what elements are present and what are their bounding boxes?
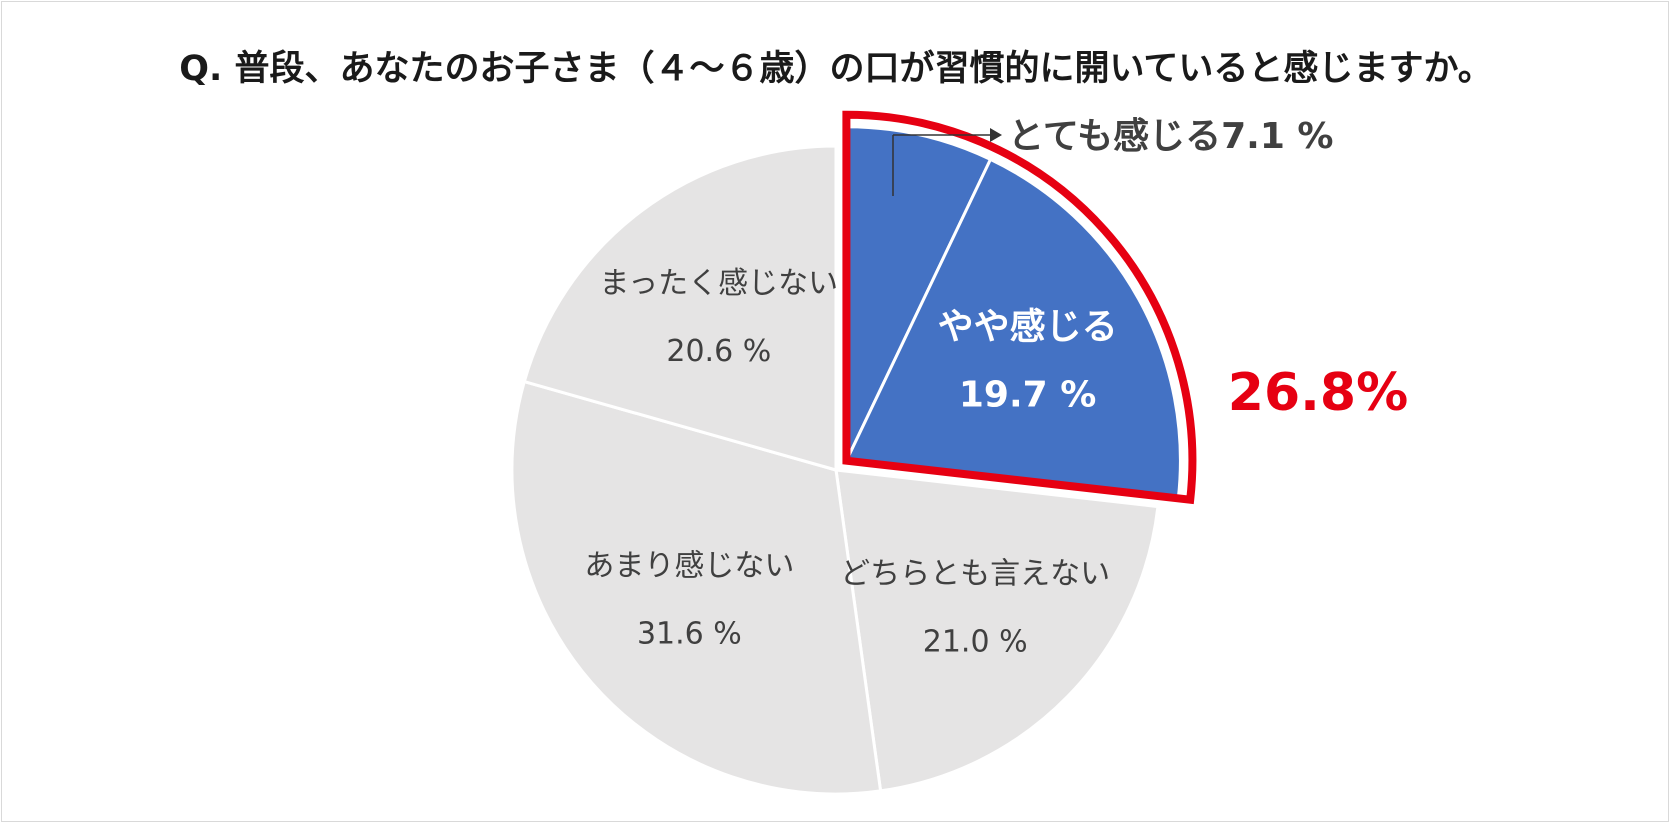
slice-value-2: 21.0 % (923, 625, 1028, 660)
emphasis-total: 26.8% (1228, 363, 1408, 423)
slice-value-3: 31.6 % (637, 617, 742, 652)
leader-arrow-icon (990, 128, 1002, 142)
pie-slice-2 (834, 468, 1160, 793)
chart-title: Q. 普段、あなたのお子さま（４～６歳）の口が習慣的に開いていると感じますか。 (179, 49, 1493, 89)
pie-slice-1 (844, 157, 1182, 501)
pie-slice-4 (522, 144, 838, 472)
slice-value-4: 20.6 % (666, 334, 771, 369)
pie-slice-3 (510, 379, 883, 796)
slice-label-4: まったく感じない (599, 266, 838, 301)
slice-label-1: やや感じる (938, 306, 1118, 347)
slice-label-0: とても感じる7.1 % (1008, 116, 1334, 157)
slice-label-3: あまり感じない (584, 549, 794, 584)
slice-value-1: 19.7 % (959, 374, 1096, 415)
slice-label-2: どちらとも言えない (840, 557, 1110, 592)
emphasis-outline (842, 110, 1197, 505)
